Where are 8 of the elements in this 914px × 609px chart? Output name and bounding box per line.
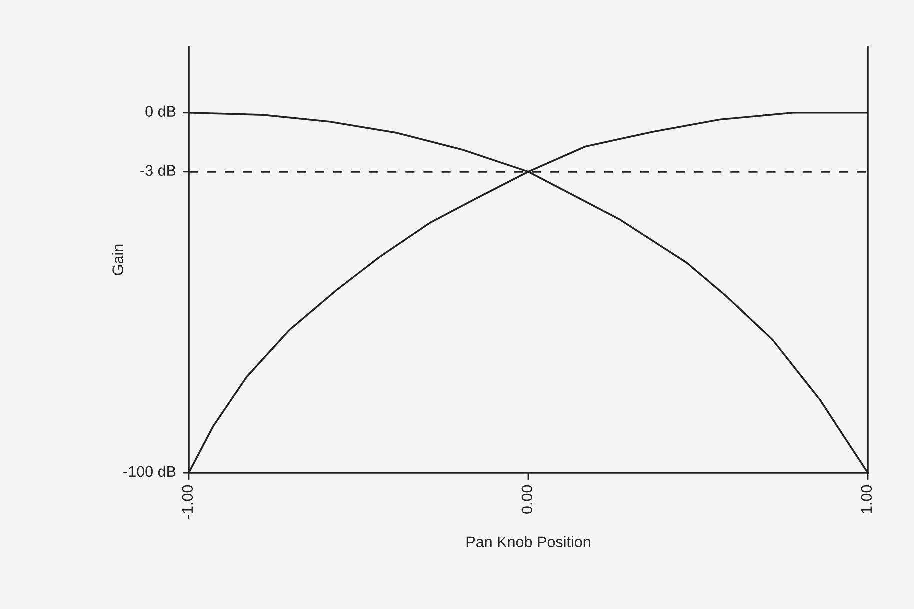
annotation: -100 dB (124, 466, 176, 478)
ref-line-label: -3 dB (140, 164, 176, 176)
x-axis-title: Pan Knob Position (466, 536, 590, 548)
x-tick-label: 0.00 (522, 485, 533, 514)
annotation: 0 dB (146, 106, 176, 117)
x-tick-label: 1.00 (861, 485, 872, 514)
y-axis-title: Gain (112, 244, 124, 276)
x-tick-label: -1.00 (182, 485, 194, 519)
